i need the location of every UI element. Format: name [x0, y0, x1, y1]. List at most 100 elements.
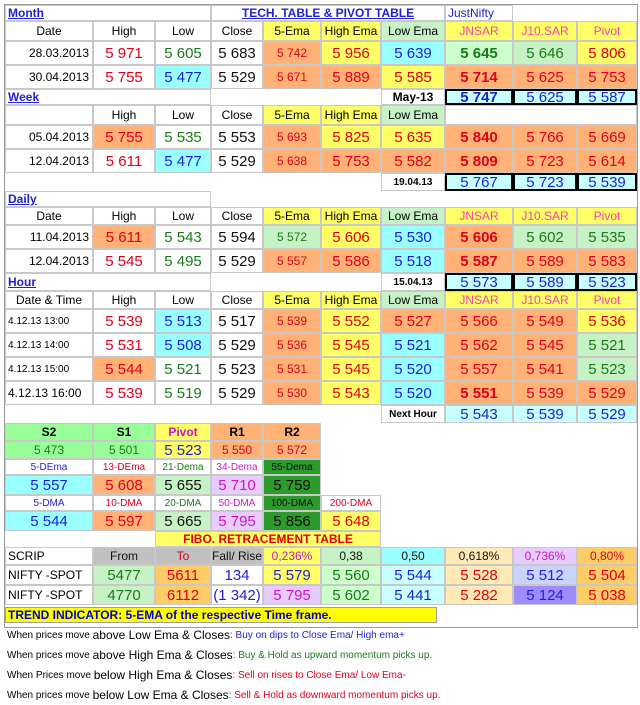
hour-row: 4.12.13 15:00 5 544 5 521 5 523 5 531 5 545 5 … [5, 357, 637, 381]
next-hour-label: Next Hour [381, 405, 445, 423]
header-cell [5, 105, 93, 125]
header-cell: 5-Ema [263, 105, 321, 125]
fibo-header: 0,236% [263, 547, 321, 565]
dema-label: 13-DEma [93, 459, 155, 475]
data-cell: 5 639 [381, 41, 445, 65]
data-cell: 5 683 [211, 41, 263, 65]
spreadsheet: Month TECH. TABLE & PIVOT TABLE JustNifty D… [4, 4, 638, 702]
header-cell: JNSAR [445, 291, 513, 309]
header-cell: 5-Ema [263, 21, 321, 41]
data-cell: 5 520 [381, 357, 445, 381]
data-cell: 5 539 [93, 381, 155, 405]
data-cell: 5 521 [577, 333, 637, 357]
header-cell: Date [5, 21, 93, 41]
week-row: 05.04.2013 5 755 5 535 5 553 5 693 5 825 5 635… [5, 125, 637, 149]
data-cell: 5 742 [263, 41, 321, 65]
dma-value: 5 544 [5, 511, 93, 531]
data-cell: 5 625 [513, 65, 577, 89]
fibo-cell: NIFTY -SPOT [5, 565, 93, 585]
data-cell: 5 606 [321, 225, 381, 249]
fibo-cell: (1 342) [211, 585, 263, 605]
hour-row: 4.12.13 14:00 5 531 5 508 5 529 5 536 5 545 5 … [5, 333, 637, 357]
dma-value: 5 648 [321, 511, 381, 531]
data-cell: 5 583 [577, 249, 637, 273]
dma-label: 100-DMA [263, 495, 321, 511]
header-cell: Date & Time [5, 291, 93, 309]
note-line: When prices move above High Ema & Closes… [5, 645, 637, 665]
header-cell: 5-Ema [263, 207, 321, 225]
week-pivot2: 5 767 [445, 173, 513, 191]
data-cell: 5 606 [445, 225, 513, 249]
week-pivot-label: May-13 [381, 89, 445, 105]
data-cell: 5 527 [381, 309, 445, 333]
data-cell: 5 520 [381, 381, 445, 405]
fibo-header: 0,38 [321, 547, 381, 565]
data-cell: 5 551 [445, 381, 513, 405]
week-pivot2-label: 19.04.13 [381, 173, 445, 191]
data-cell: 5 545 [513, 333, 577, 357]
fibo-cell: 134 [211, 565, 263, 585]
week-pivot2-row: 19.04.13 5 767 5 723 5 539 [5, 173, 637, 191]
dema-value-row: 5 557 5 608 5 655 5 710 5 759 [5, 475, 637, 495]
data-cell: 5 519 [155, 381, 211, 405]
week-pivot2: 5 723 [513, 173, 577, 191]
note-line: When prices move above Low Ema & Closes:… [5, 625, 637, 645]
header-cell: High [93, 105, 155, 125]
header-cell: Close [211, 105, 263, 125]
data-cell: 5 825 [321, 125, 381, 149]
data-cell: 5 477 [155, 65, 211, 89]
next-hour: 5 529 [577, 405, 637, 423]
data-cell: 5 605 [155, 41, 211, 65]
data-cell: 5 562 [445, 333, 513, 357]
level-value: 5 523 [155, 441, 211, 459]
note-condition: above Low Ema & Closes [92, 628, 230, 642]
header-cell: High [93, 291, 155, 309]
data-cell: 5 536 [577, 309, 637, 333]
fibo-cell: 5 441 [381, 585, 445, 605]
daily-pivot: 5 589 [513, 273, 577, 291]
section-hour: Hour [5, 273, 211, 291]
level-value: 5 572 [263, 441, 321, 459]
dema-value: 5 710 [211, 475, 263, 495]
dema-value: 5 608 [93, 475, 155, 495]
data-cell: 5 553 [211, 125, 263, 149]
header-cell: 5-Ema [263, 291, 321, 309]
header-cell: Close [211, 21, 263, 41]
level-header: S2 [5, 423, 93, 441]
source-label: JustNifty [445, 5, 513, 21]
data-cell: 5 552 [321, 309, 381, 333]
next-hour: 5 543 [445, 405, 513, 423]
dma-value: 5 856 [263, 511, 321, 531]
note-line: When Prices move below High Ema & Closes… [5, 665, 637, 685]
header-cell: J10.SAR [513, 21, 577, 41]
dma-label-row: 5-DMA 10-DMA 20-DMA 50-DMA 100-DMA 200-DMA [5, 495, 637, 511]
header-cell: Low Ema [381, 207, 445, 225]
header-cell: J10.SAR [513, 291, 577, 309]
data-cell: 11.04.2013 [5, 225, 93, 249]
fibo-cell: 5 528 [445, 565, 513, 585]
level-header: Pivot [155, 423, 211, 441]
week-title-row: Week May-13 5 747 5 625 5 587 [5, 89, 637, 105]
header-cell: Low Ema [381, 21, 445, 41]
fibo-cell: 5 795 [263, 585, 321, 605]
data-cell: 5 585 [381, 65, 445, 89]
data-cell: 5 971 [93, 41, 155, 65]
dema-label: 21-Dema [155, 459, 211, 475]
data-cell: 5 840 [445, 125, 513, 149]
data-cell: 5 889 [321, 65, 381, 89]
fibo-header: 0,80% [577, 547, 637, 565]
data-cell: 5 541 [513, 357, 577, 381]
fibo-cell: 5477 [93, 565, 155, 585]
data-cell: 5 723 [513, 149, 577, 173]
dema-label: 5-DEma [5, 459, 93, 475]
dema-label: 55-Dema [263, 459, 321, 475]
header-cell: Close [211, 207, 263, 225]
section-daily: Daily [5, 191, 211, 207]
data-cell: 5 517 [211, 309, 263, 333]
next-hour-row: Next Hour 5 543 5 539 5 529 [5, 405, 637, 423]
header-cell: High Ema [321, 21, 381, 41]
data-cell: 5 545 [321, 357, 381, 381]
data-cell: 12.04.2013 [5, 249, 93, 273]
note-action: : Sell on rises to Close Ema/ Low Ema- [232, 669, 406, 681]
data-cell: 28.03.2013 [5, 41, 93, 65]
